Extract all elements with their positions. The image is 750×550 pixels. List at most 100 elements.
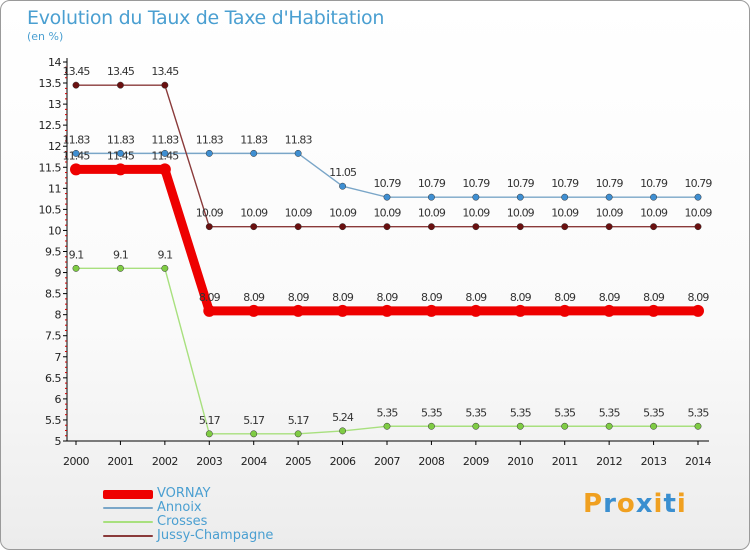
data-label: 9.1 [157,248,172,261]
data-point [516,223,524,231]
logo-letter: x [635,489,654,519]
data-label: 11.83 [285,133,313,146]
data-point [205,149,213,157]
data-point [514,304,527,317]
data-point [561,193,569,201]
data-label: 10.79 [418,177,446,190]
data-label: 8.09 [554,291,576,304]
x-tick-label: 2008 [418,455,444,468]
data-point [203,304,216,317]
x-tick-label: 2012 [596,455,622,468]
data-point [70,163,82,176]
data-label: 10.79 [685,177,713,190]
data-label: 11.83 [151,133,179,146]
data-label: 9.1 [113,248,128,261]
data-point [339,223,347,231]
data-point [469,304,482,317]
x-tick-label: 2014 [685,455,711,468]
data-label: 8.09 [465,291,487,304]
y-tick-label: 9 [55,267,62,280]
data-point [516,422,524,430]
chart-legend: VORNAY Annoix Crosses Jussy-Champagne [103,487,273,543]
data-point [427,422,435,430]
data-point [205,223,213,231]
data-label: 8.09 [288,291,310,304]
y-tick-label: 6.5 [45,372,61,385]
y-tick-label: 6 [55,393,62,406]
data-point [650,422,658,430]
data-label: 5.24 [332,411,354,424]
data-point [158,163,171,176]
data-label: 10.09 [462,207,490,220]
series-jussy-champagne [72,81,702,231]
x-tick-label: 2011 [552,455,578,468]
data-point [425,304,438,317]
data-point [116,264,124,272]
data-point [250,430,258,438]
legend-item: Jussy-Champagne [103,529,273,543]
data-label: 5.35 [465,406,487,419]
y-tick-label: 8.5 [45,288,61,301]
data-point [694,193,702,201]
data-label: 13.45 [151,65,179,78]
data-point [647,304,660,317]
data-label: 5.35 [554,406,576,419]
proxiti-logo: Proxiti [583,489,687,519]
y-tick-label: 8 [55,309,62,322]
data-point [294,223,302,231]
data-point [247,304,260,317]
data-label: 10.79 [507,177,535,190]
data-point [161,81,169,89]
legend-label: Jussy-Champagne [157,528,274,543]
data-point [294,430,302,438]
data-point [294,149,302,157]
logo-letter: r [603,489,617,519]
logo-letter: i [676,489,687,519]
x-tick-label: 2005 [285,455,311,468]
data-point [561,422,569,430]
data-label: 10.09 [640,207,668,220]
legend-label: Annoix [157,500,202,515]
series-crosses [72,264,702,438]
data-label: 10.09 [551,207,579,220]
data-label: 10.79 [640,177,668,190]
legend-swatch [103,521,153,523]
legend-swatch [103,535,153,537]
chart-title: Evolution du Taux de Taxe d'Habitation [27,7,385,29]
data-label: 11.45 [151,149,179,162]
data-point [336,304,349,317]
data-label: 10.09 [196,207,224,220]
data-point [383,193,391,201]
y-tick-label: 10 [48,224,61,237]
y-tick-label: 9.5 [45,246,61,259]
x-tick-label: 2004 [241,455,267,468]
y-tick-label: 12 [48,140,61,153]
data-label: 8.09 [199,291,221,304]
data-label: 13.45 [107,65,135,78]
data-label: 5.17 [288,414,310,427]
data-point [694,223,702,231]
data-label: 10.79 [374,177,402,190]
data-label: 11.83 [240,133,268,146]
data-point [72,81,80,89]
series-vornay [70,163,704,317]
data-point [161,149,169,157]
data-point [558,304,571,317]
data-point [605,223,613,231]
y-tick-label: 10.5 [39,203,62,216]
y-tick-label: 13 [48,98,61,111]
data-label: 5.35 [599,406,621,419]
chart-subtitle: (en %) [27,30,64,43]
data-point [472,422,480,430]
data-label: 11.05 [329,166,357,179]
data-point [72,264,80,272]
logo-letter: P [583,489,604,519]
data-point [339,427,347,435]
data-label: 11.83 [63,133,91,146]
data-point [114,163,127,176]
data-label: 5.35 [377,406,399,419]
data-point [205,430,213,438]
data-point [292,304,305,317]
x-tick-label: 2010 [507,455,533,468]
x-tick-label: 2001 [107,455,133,468]
